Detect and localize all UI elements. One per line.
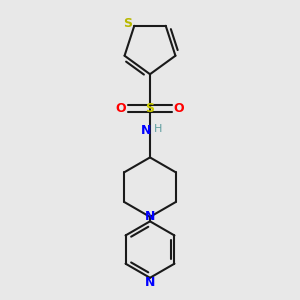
Text: N: N — [141, 124, 152, 137]
Text: O: O — [116, 102, 127, 115]
Text: O: O — [173, 102, 184, 115]
Text: N: N — [145, 210, 155, 224]
Text: N: N — [145, 276, 155, 289]
Text: S: S — [123, 17, 132, 30]
Text: S: S — [146, 102, 154, 115]
Text: H: H — [154, 124, 163, 134]
